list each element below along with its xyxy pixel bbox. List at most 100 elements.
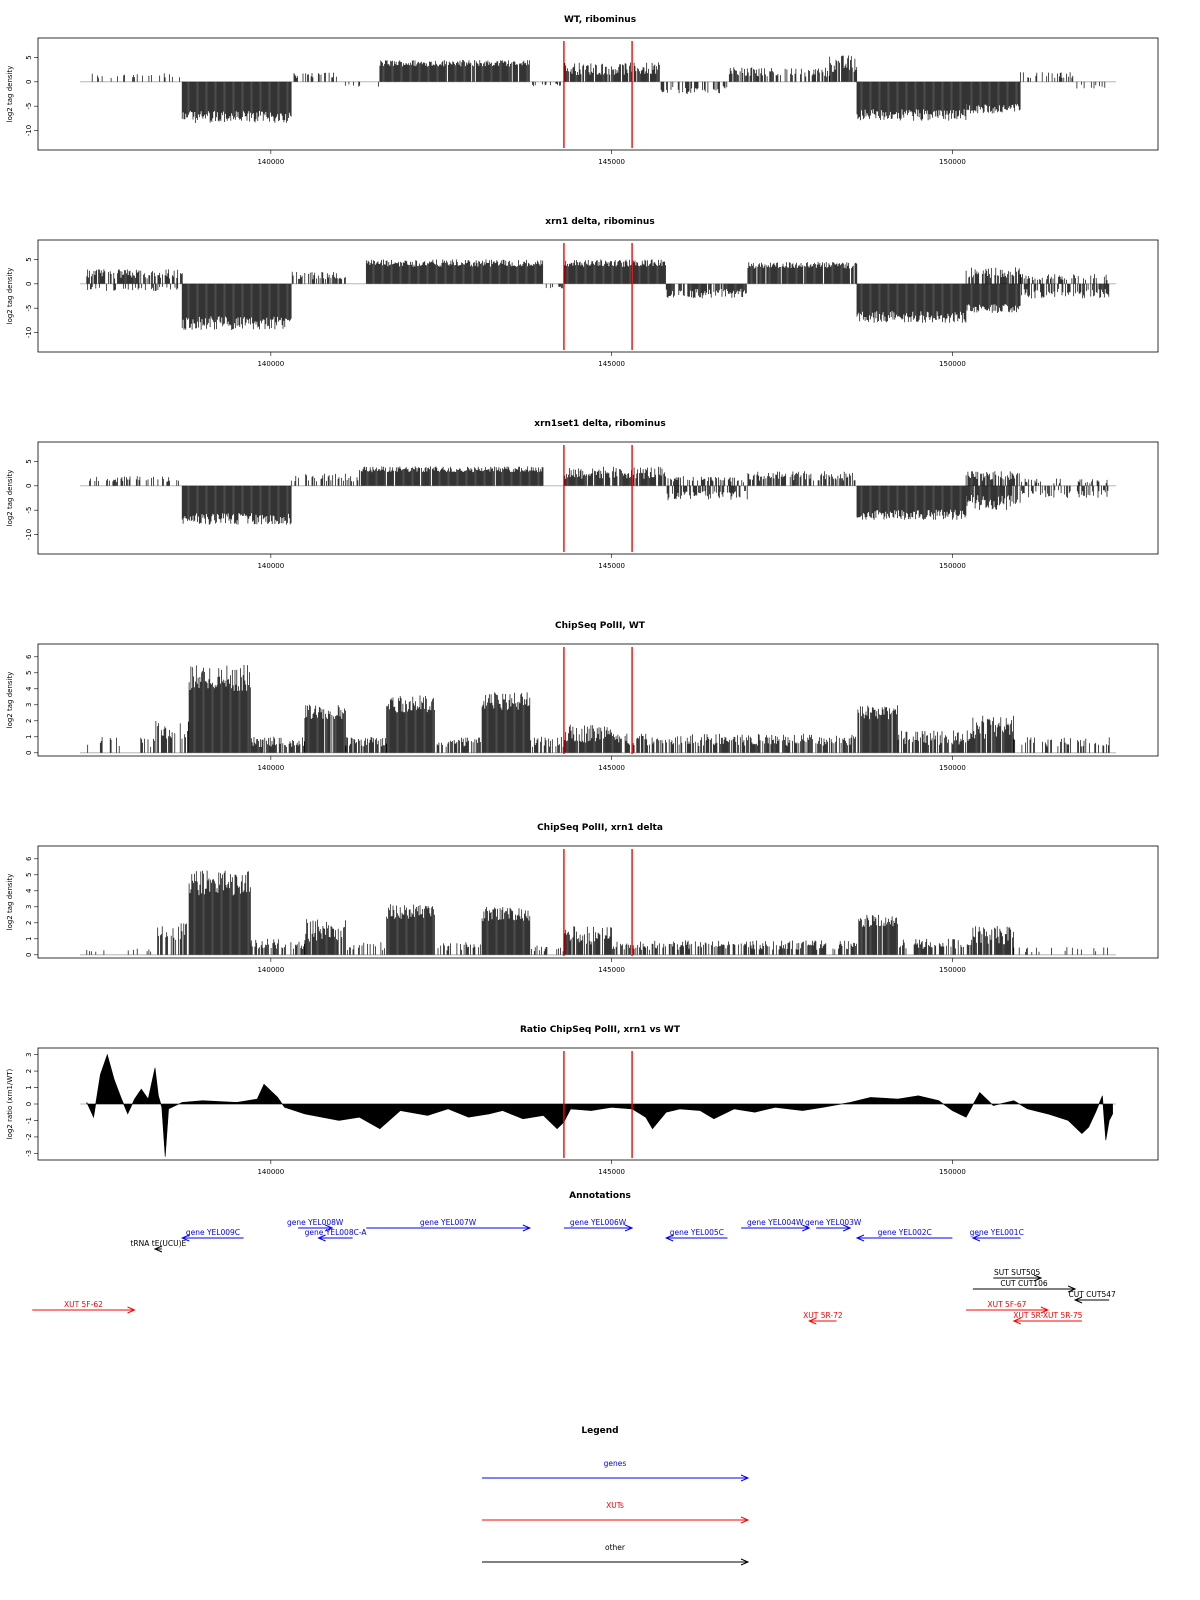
feature-arrow-head (1012, 1317, 1021, 1325)
y-tick-label: 0 (25, 484, 33, 488)
feature-xut: XUT 5F-67 (966, 1300, 1050, 1314)
chart-title: ChipSeq PolII, WT (555, 621, 646, 631)
y-axis-label: log2 tag density (6, 470, 14, 527)
feature-arrow-head (180, 1234, 190, 1242)
legend-title: Legend (581, 1426, 618, 1436)
feature-gene: gene YEL008C-A (305, 1228, 368, 1242)
y-tick-label: 5 (25, 459, 33, 463)
feature-arrow-head (740, 1516, 750, 1524)
feature-label: tRNA tE(UCU)E (130, 1239, 186, 1248)
legend-item-label: other (605, 1543, 626, 1552)
feature-other: tRNA tE(UCU)E (130, 1239, 187, 1253)
x-tick-label: 140000 (257, 1168, 284, 1176)
series-bars (86, 870, 1108, 955)
feature-arrow-head (842, 1224, 852, 1232)
feature-label: gene YEL001C (970, 1228, 1024, 1237)
feature-label: gene YEL005C (670, 1228, 724, 1237)
x-tick-label: 145000 (598, 764, 625, 772)
y-tick-label: 5 (25, 873, 33, 877)
feature-label: gene YEL003W (805, 1218, 862, 1227)
plot-frame (37, 845, 1159, 959)
feature-label: gene YEL004W (747, 1218, 804, 1227)
feature-arrow-head (1067, 1285, 1077, 1293)
y-tick-label: 2 (25, 921, 33, 925)
x-tick-label: 150000 (939, 562, 966, 570)
legend: Legend genes XUTs other (482, 1426, 750, 1566)
x-tick-label: 150000 (939, 158, 966, 166)
legend-item: other (482, 1543, 750, 1566)
chart-panel-4: ChipSeq PolII, WT 0 1 2 3 4 5 6 log2 tag density… (6, 621, 1159, 772)
feature-label: gene YEL008C-A (305, 1228, 368, 1237)
series-bars (89, 466, 1109, 525)
y-tick-label: 4 (25, 686, 33, 691)
y-tick-label: -10 (25, 327, 33, 338)
series-bars (87, 665, 1110, 753)
legend-item-label: genes (604, 1459, 627, 1468)
x-tick-label: 150000 (939, 360, 966, 368)
feature-arrow-head (624, 1224, 634, 1232)
series-bars-path (86, 870, 1108, 955)
feature-label: CUT CUT547 (1068, 1290, 1116, 1299)
chart-panel-5: ChipSeq PolII, xrn1 delta 0 1 2 3 4 5 6 log2 tag… (6, 823, 1159, 974)
x-tick-label: 140000 (257, 158, 284, 166)
y-tick-label: 0 (25, 953, 33, 957)
feature-xut: XUT 5R-72 (803, 1311, 843, 1325)
feature-arrow-head (802, 1224, 811, 1232)
feature-gene: gene YEL002C (855, 1228, 953, 1242)
y-tick-label: 2 (25, 719, 33, 723)
chart-title: ChipSeq PolII, xrn1 delta (537, 823, 663, 833)
y-axis-label: log2 ratio (xrn1/WT) (6, 1068, 14, 1139)
y-tick-label: -5 (25, 305, 33, 312)
feature-gene: gene YEL009C (180, 1228, 244, 1242)
y-tick-label: 0 (25, 1102, 33, 1106)
y-tick-label: -5 (25, 103, 33, 110)
series-bars-path (87, 665, 1110, 753)
series-bars (86, 259, 1110, 330)
chart-panel-3: xrn1set1 delta, ribominus 5 0 -5 -10 log2 tag… (6, 419, 1159, 570)
series-bars (91, 55, 1106, 123)
feature-arrow-head (1033, 1274, 1043, 1282)
legend-item-label: XUTs (606, 1501, 624, 1510)
feature-label: XUT 5R-72 (803, 1311, 843, 1320)
feature-arrow-head (522, 1224, 532, 1232)
y-axis-label: log2 tag density (6, 268, 14, 325)
feature-arrow-head (1073, 1296, 1083, 1304)
feature-gene: gene YEL006W (563, 1218, 634, 1232)
feature-label: SUT SUT505 (994, 1268, 1041, 1277)
y-tick-label: -2 (25, 1133, 33, 1140)
feature-xut: XUT 5R-XUT 5R-75 (1012, 1311, 1083, 1325)
y-tick-label: 4 (25, 888, 33, 893)
x-tick-label: 145000 (598, 966, 625, 974)
y-tick-label: 1 (25, 735, 33, 739)
feature-other: CUT CUT106 (972, 1279, 1077, 1293)
feature-label: gene YEL006W (570, 1218, 627, 1227)
plot-frame (37, 239, 1159, 353)
y-tick-label: 0 (25, 80, 33, 84)
feature-arrow-head (664, 1234, 674, 1242)
chart-panel-6: Ratio ChipSeq PolII, xrn1 vs WT 3 2 1 0 -1 -2 -… (6, 1025, 1159, 1176)
feature-gene: gene YEL005C (664, 1228, 728, 1242)
feature-label: XUT 5F-67 (987, 1300, 1026, 1309)
legend-item: genes (482, 1459, 750, 1482)
feature-other: SUT SUT505 (993, 1268, 1043, 1282)
x-tick-label: 150000 (939, 966, 966, 974)
legend-item: XUTs (482, 1501, 750, 1524)
y-tick-label: 3 (25, 703, 33, 707)
feature-arrow-head (855, 1234, 865, 1242)
feature-arrow-head (317, 1234, 326, 1242)
feature-label: gene YEL002C (878, 1228, 932, 1237)
feature-arrow-head (324, 1224, 334, 1232)
feature-arrow-head (153, 1245, 163, 1253)
y-tick-label: 3 (25, 1052, 33, 1056)
feature-label: XUT 5R-XUT 5R-75 (1013, 1311, 1082, 1320)
y-tick-label: 5 (25, 55, 33, 59)
feature-gene: gene YEL003W (805, 1218, 862, 1232)
x-tick-label: 140000 (257, 562, 284, 570)
x-tick-label: 140000 (257, 966, 284, 974)
chart-title: Ratio ChipSeq PolII, xrn1 vs WT (520, 1025, 681, 1035)
chart-panel-2: xrn1 delta, ribominus 5 0 -5 -10 log2 tag den… (6, 217, 1159, 368)
feature-label: gene YEL009C (186, 1228, 240, 1237)
y-tick-label: 0 (25, 751, 33, 755)
plot-frame (37, 441, 1159, 555)
